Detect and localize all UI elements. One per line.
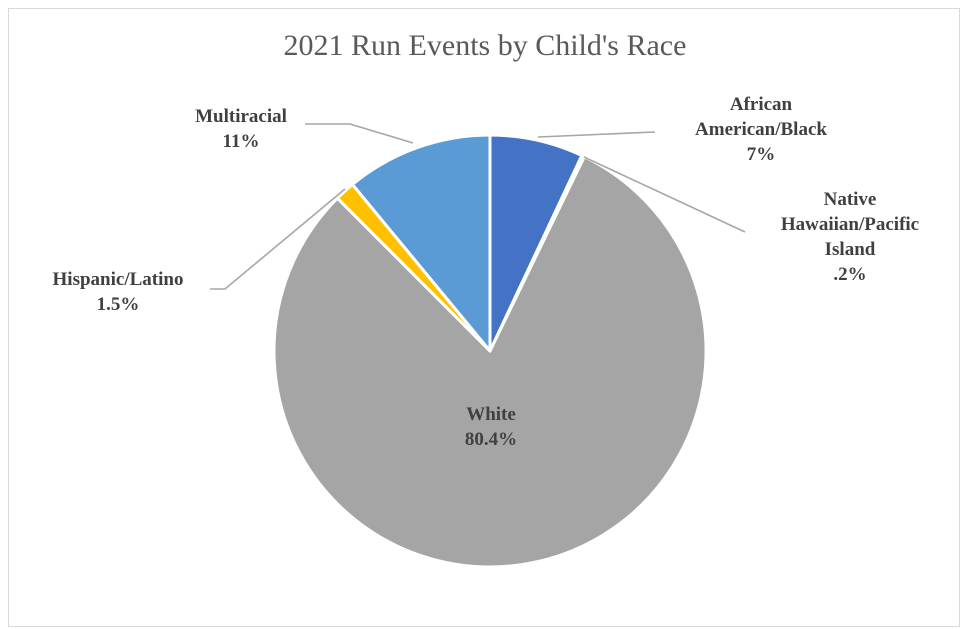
- leader-line-0: [537, 131, 656, 138]
- leader-line-1: [583, 156, 746, 233]
- leader-line-4: [305, 123, 414, 144]
- pie-slice-4: [350, 133, 492, 353]
- pie-slice-2: [272, 155, 708, 569]
- data-label-1: Native Hawaiian/Pacific Island .2%: [781, 189, 919, 285]
- data-label-4: Multiracial 11%: [195, 106, 287, 152]
- leader-line-3: [210, 188, 346, 290]
- data-label-2: White 80.4%: [465, 404, 517, 450]
- data-label-0: African American/Black 7%: [695, 94, 827, 165]
- chart-title: 2021 Run Events by Child's Race: [284, 29, 687, 62]
- data-label-3: Hispanic/Latino 1.5%: [53, 269, 184, 315]
